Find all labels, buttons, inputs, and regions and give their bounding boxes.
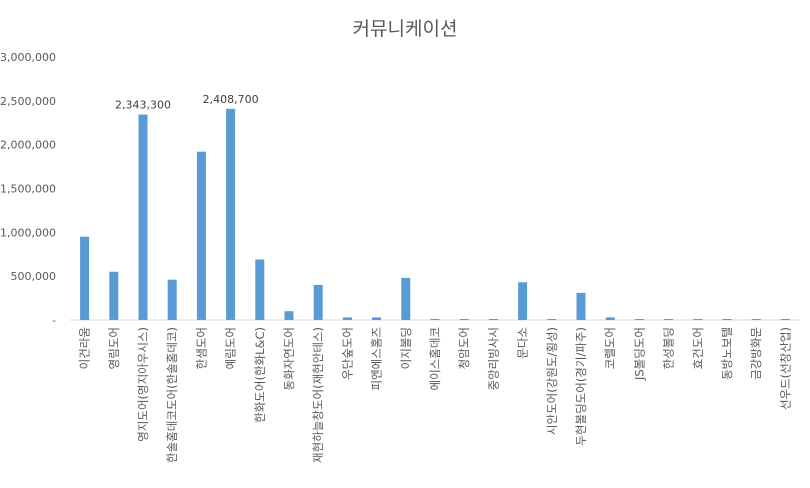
x-tick-label: 영지도어(영지아우시스) [136, 327, 150, 442]
bar [167, 279, 177, 320]
bar [488, 319, 498, 320]
bar [372, 317, 382, 320]
bar [226, 108, 236, 320]
x-tick-label: 두현볼딩도어(경기/파주) [574, 327, 588, 446]
bar [751, 319, 761, 320]
x-tick-label: 이지볼딩 [399, 327, 413, 369]
chart-title: 커뮤니케이션 [352, 18, 458, 40]
y-tick-label: 2,000,000 [0, 139, 56, 152]
bar [780, 319, 790, 320]
x-tick-label: 한화도어(한화L&C) [253, 327, 267, 423]
x-tick-label: 시안도어(강원도/횡성) [545, 327, 559, 435]
bar [342, 317, 352, 320]
bar [576, 292, 586, 320]
x-tick-label: 중앙리빙사시 [486, 327, 500, 390]
x-tick-label: 청암도어 [457, 327, 471, 369]
bar [109, 271, 119, 320]
bar [284, 311, 294, 320]
bar [664, 319, 674, 320]
y-tick-label: 3,000,000 [0, 51, 56, 64]
bar [459, 319, 469, 320]
x-tick-label: 효건도어 [691, 327, 705, 369]
x-tick-label: 금강방화문 [749, 327, 763, 380]
bar [401, 277, 411, 320]
bar [518, 282, 528, 320]
x-tick-label: 한성볼딩 [662, 327, 676, 369]
x-tick-label: 한샘도어 [194, 327, 208, 369]
x-tick-label: 피엔에스홈즈 [370, 327, 384, 390]
x-tick-label: 문다소 [516, 327, 530, 359]
x-tick-label: 한솔홈데코도어(한솔홈데코) [165, 327, 179, 463]
y-tick-label: 1,000,000 [0, 226, 56, 239]
x-tick-label: 이건라움 [78, 327, 92, 369]
y-tick-label: 2,500,000 [0, 95, 56, 108]
data-label: 2,408,700 [203, 93, 259, 106]
bar [196, 151, 206, 320]
x-tick-label: 에이스홈데코 [428, 327, 442, 390]
x-tick-label: 재현하늘창도어(재현안테스) [311, 327, 325, 463]
bar [605, 317, 615, 320]
x-tick-label: 동화자연도어 [282, 327, 296, 390]
y-tick-label: 1,500,000 [0, 183, 56, 196]
x-tick-label: 선우드(선창산업) [778, 327, 792, 410]
bar [693, 319, 703, 320]
bar [722, 319, 732, 320]
x-tick-label: 우단숲도어 [340, 327, 354, 380]
x-tick-label: 동방노보텔 [720, 327, 734, 380]
y-tick-label: 500,000 [11, 270, 57, 283]
bar [138, 114, 148, 320]
bar [313, 284, 323, 320]
bar [430, 319, 440, 320]
x-tick-label: 예림도어 [224, 327, 238, 369]
bar [634, 319, 644, 320]
bar [255, 259, 265, 320]
x-tick-label: 코렐도어 [603, 327, 617, 369]
x-tick-label: JS볼딩도어 [632, 327, 646, 381]
y-tick-label: - [52, 314, 56, 327]
data-label: 2,343,300 [115, 99, 171, 112]
bar [80, 236, 90, 320]
x-tick-label: 영림도어 [107, 327, 121, 369]
bar [547, 319, 557, 320]
